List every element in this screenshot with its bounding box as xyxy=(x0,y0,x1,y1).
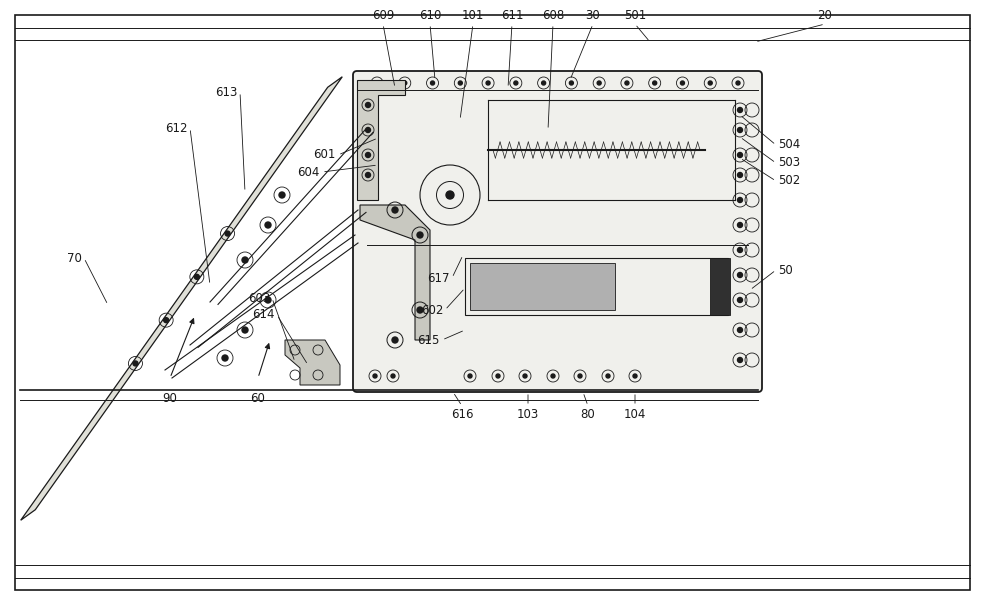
Circle shape xyxy=(542,81,546,85)
Circle shape xyxy=(417,232,423,238)
Text: 609: 609 xyxy=(372,9,394,22)
Circle shape xyxy=(375,81,379,85)
Circle shape xyxy=(366,128,370,132)
Bar xyxy=(465,258,728,315)
Circle shape xyxy=(133,361,138,366)
Circle shape xyxy=(431,81,435,85)
Circle shape xyxy=(164,318,169,322)
Circle shape xyxy=(265,297,271,303)
Bar xyxy=(470,263,615,310)
Circle shape xyxy=(738,172,742,177)
Circle shape xyxy=(403,81,407,85)
Text: 611: 611 xyxy=(501,9,523,22)
Circle shape xyxy=(738,152,742,157)
Text: 602: 602 xyxy=(421,304,443,316)
Text: 601: 601 xyxy=(314,148,336,162)
Text: 103: 103 xyxy=(517,408,539,421)
Text: 30: 30 xyxy=(586,9,600,22)
Circle shape xyxy=(279,192,285,198)
Circle shape xyxy=(625,81,629,85)
Polygon shape xyxy=(360,205,430,340)
Circle shape xyxy=(653,81,657,85)
Text: 70: 70 xyxy=(67,252,82,264)
Text: 612: 612 xyxy=(166,122,188,134)
Polygon shape xyxy=(285,340,340,385)
Circle shape xyxy=(366,152,370,157)
Text: 101: 101 xyxy=(462,9,484,22)
Text: 616: 616 xyxy=(451,408,473,421)
Circle shape xyxy=(551,374,555,378)
Circle shape xyxy=(569,81,573,85)
Circle shape xyxy=(633,374,637,378)
Circle shape xyxy=(222,355,228,361)
Text: 610: 610 xyxy=(419,9,441,22)
Text: 90: 90 xyxy=(163,392,177,405)
Circle shape xyxy=(486,81,490,85)
Circle shape xyxy=(736,81,740,85)
Circle shape xyxy=(738,108,742,113)
Circle shape xyxy=(265,222,271,228)
Circle shape xyxy=(738,272,742,278)
Text: 614: 614 xyxy=(252,309,275,321)
Polygon shape xyxy=(357,80,405,200)
Circle shape xyxy=(708,81,712,85)
Circle shape xyxy=(392,337,398,343)
Circle shape xyxy=(417,307,423,313)
Text: 615: 615 xyxy=(418,333,440,347)
Text: 503: 503 xyxy=(778,157,800,169)
Circle shape xyxy=(391,374,395,378)
Circle shape xyxy=(242,327,248,333)
Circle shape xyxy=(738,197,742,203)
Text: 50: 50 xyxy=(778,264,793,276)
Text: 608: 608 xyxy=(542,9,564,22)
Circle shape xyxy=(366,102,370,108)
Text: 617: 617 xyxy=(428,272,450,284)
Circle shape xyxy=(446,191,454,199)
Text: 504: 504 xyxy=(778,139,800,151)
Circle shape xyxy=(514,81,518,85)
Text: 603: 603 xyxy=(248,292,270,304)
Text: 104: 104 xyxy=(624,408,646,421)
Text: 20: 20 xyxy=(818,9,832,22)
Circle shape xyxy=(597,81,601,85)
Circle shape xyxy=(738,128,742,132)
Text: 60: 60 xyxy=(251,392,265,405)
Circle shape xyxy=(392,207,398,213)
Circle shape xyxy=(738,298,742,302)
Circle shape xyxy=(496,374,500,378)
Circle shape xyxy=(606,374,610,378)
Text: 604: 604 xyxy=(298,166,320,178)
Circle shape xyxy=(194,274,199,280)
Circle shape xyxy=(738,247,742,252)
Polygon shape xyxy=(21,77,342,520)
Text: 501: 501 xyxy=(624,9,646,22)
Circle shape xyxy=(578,374,582,378)
Circle shape xyxy=(458,81,462,85)
Text: 80: 80 xyxy=(581,408,595,421)
Circle shape xyxy=(225,231,230,236)
Circle shape xyxy=(738,358,742,362)
Circle shape xyxy=(242,257,248,263)
Circle shape xyxy=(680,81,684,85)
Circle shape xyxy=(366,172,370,177)
Bar xyxy=(710,258,730,315)
Text: 502: 502 xyxy=(778,174,800,188)
Circle shape xyxy=(373,374,377,378)
Text: 613: 613 xyxy=(216,85,238,99)
Circle shape xyxy=(738,327,742,333)
FancyBboxPatch shape xyxy=(353,71,762,392)
Circle shape xyxy=(523,374,527,378)
Circle shape xyxy=(468,374,472,378)
Circle shape xyxy=(738,223,742,227)
